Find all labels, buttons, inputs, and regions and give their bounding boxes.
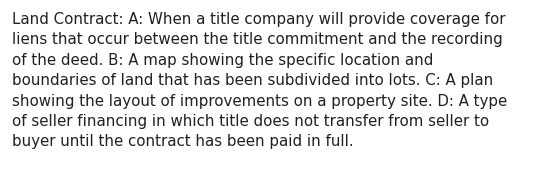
Text: Land Contract: A: When a title company will provide coverage for
liens that occu: Land Contract: A: When a title company w… — [12, 12, 507, 149]
